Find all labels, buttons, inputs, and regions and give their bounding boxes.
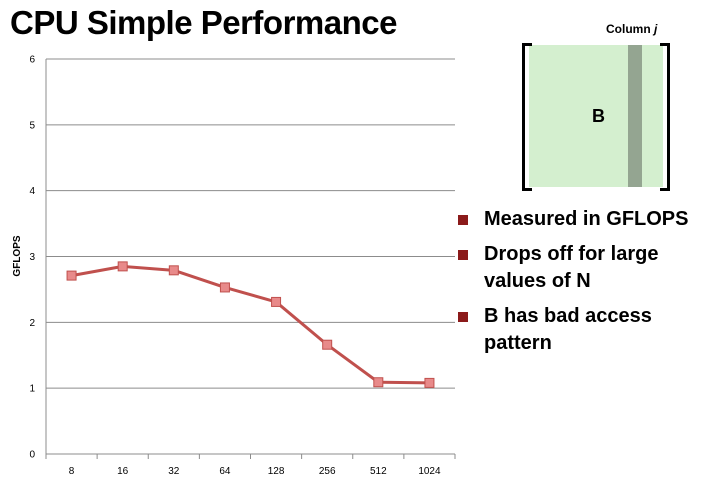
grid xyxy=(46,58,455,389)
bullet-item: Drops off for large values of N xyxy=(458,241,702,295)
axes xyxy=(45,59,456,459)
bullet-item: B has bad access pattern xyxy=(458,303,702,357)
bullet-square-icon xyxy=(458,312,468,322)
x-tick-label: 128 xyxy=(268,466,285,477)
bullet-item: Measured in GFLOPS xyxy=(458,206,702,233)
bullet-text: B has bad access pattern xyxy=(484,305,652,354)
x-tick-label: 8 xyxy=(69,466,75,477)
y-tick-label: 1 xyxy=(29,384,35,395)
bullet-text: Drops off for large values of N xyxy=(484,243,659,292)
page-title: CPU Simple Performance xyxy=(10,4,397,41)
bullet-list: Measured in GFLOPS Drops off for large v… xyxy=(458,206,702,365)
x-tick-label: 1024 xyxy=(418,466,441,477)
matrix-column-j xyxy=(628,45,642,187)
matrix-label: B xyxy=(592,106,605,126)
matrix-fill xyxy=(529,45,663,187)
column-label: Column j xyxy=(606,22,657,36)
series-line xyxy=(71,264,430,385)
y-tick-label: 0 xyxy=(29,450,35,461)
x-tick-label: 16 xyxy=(117,466,129,477)
tick-labels: 0 1 2 3 4 5 6 8 16 32 64 128 256 512 1024 xyxy=(29,55,441,478)
y-tick-label: 3 xyxy=(29,252,35,263)
y-tick-label: 2 xyxy=(29,318,35,329)
y-tick-label: 6 xyxy=(29,55,35,66)
series xyxy=(66,261,435,388)
bullet-square-icon xyxy=(458,250,468,260)
left-bracket xyxy=(522,43,532,191)
y-axis-label: GFLOPS xyxy=(12,235,23,276)
data-point xyxy=(219,282,230,293)
data-point xyxy=(322,339,333,350)
bullet-square-icon xyxy=(458,215,468,225)
column-label-text: Column xyxy=(606,22,651,36)
bullet-text: Measured in GFLOPS xyxy=(484,208,689,230)
x-tick-label: 256 xyxy=(319,466,336,477)
x-tick-label: 64 xyxy=(219,466,231,477)
y-tick-label: 5 xyxy=(29,120,35,131)
data-point xyxy=(271,296,282,307)
x-tick-label: 32 xyxy=(168,466,180,477)
data-point xyxy=(117,261,128,272)
data-point xyxy=(66,270,77,281)
matrix-b: B xyxy=(522,43,670,191)
column-variable: j xyxy=(654,22,658,36)
right-bracket xyxy=(660,43,670,191)
data-point xyxy=(168,265,179,276)
y-tick-label: 4 xyxy=(29,186,35,197)
data-point xyxy=(373,377,384,388)
x-tick-label: 512 xyxy=(370,466,387,477)
data-point xyxy=(424,377,435,388)
